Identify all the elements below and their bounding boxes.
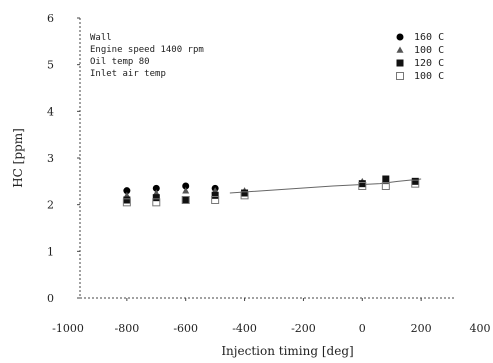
data-point-1: [152, 184, 160, 192]
x-tick-label: -1000: [52, 322, 84, 335]
data-point-4: [181, 196, 190, 204]
data-point-3: [123, 196, 131, 204]
y-tick-label: 6: [47, 12, 54, 25]
data-point-1: [182, 182, 190, 190]
data-point-1: [123, 187, 131, 195]
data-point-3: [152, 194, 160, 202]
data-point-4: [358, 182, 367, 190]
y-tick-label: 4: [47, 105, 54, 118]
annotation-line: Engine speed 1400 rpm: [90, 45, 204, 55]
y-tick-label: 3: [47, 152, 54, 165]
x-tick-label: -600: [173, 322, 198, 335]
legend-label: 120 C: [414, 58, 444, 69]
y-tick-label: 5: [47, 59, 54, 72]
legend-label: 100 C: [414, 45, 444, 56]
x-tick-label: 400: [470, 322, 491, 335]
legend-label: 100 C: [414, 71, 444, 82]
trend-line: [229, 178, 422, 194]
data-point-4: [211, 196, 220, 204]
x-tick-label: -400: [232, 322, 257, 335]
data-point-4: [122, 198, 131, 207]
y-axis-title: HC [ppm]: [11, 128, 25, 188]
x-tick-label: -800: [114, 322, 139, 335]
data-point-2: [182, 187, 190, 194]
x-axis-ticks: -1000 -800 -600 -400 -200 0 200 400: [52, 298, 491, 335]
data-point-4: [152, 198, 161, 207]
data-points: [122, 175, 420, 207]
data-point-4: [411, 179, 420, 188]
data-point-3: [241, 189, 249, 197]
legend-marker: [396, 72, 404, 80]
x-tick-label: -200: [291, 322, 316, 335]
legend-label: 160 C: [414, 32, 444, 43]
legend-marker: [396, 46, 404, 53]
annotation-line: Wall: [90, 33, 112, 43]
data-point-4: [240, 191, 249, 200]
legend-marker: [396, 59, 404, 67]
y-tick-label: 0: [47, 292, 54, 305]
x-tick-label: 0: [359, 322, 366, 335]
y-tick-label: 1: [47, 245, 54, 258]
annotation-line: Oil temp 80: [90, 57, 150, 67]
x-tick-label: 200: [411, 322, 432, 335]
legend-marker: [396, 33, 404, 41]
annotation-box: Wall Engine speed 1400 rpm Oil temp 80 Inle…: [90, 33, 204, 79]
data-point-3: [358, 180, 366, 188]
data-point-3: [211, 191, 219, 199]
data-point-4: [381, 182, 390, 190]
legend: 160 C 100 C 120 C 100 C: [396, 32, 444, 82]
annotation-line: Inlet air temp: [90, 69, 166, 79]
trend-line-group: [229, 178, 422, 194]
y-tick-label: 2: [47, 199, 54, 212]
data-point-3: [382, 175, 390, 183]
x-axis-title: Injection timing [deg]: [221, 344, 353, 358]
y-axis-ticks: 0 1 2 3 4 5 6: [47, 12, 80, 305]
data-point-3: [411, 177, 419, 185]
data-point-3: [182, 196, 190, 204]
